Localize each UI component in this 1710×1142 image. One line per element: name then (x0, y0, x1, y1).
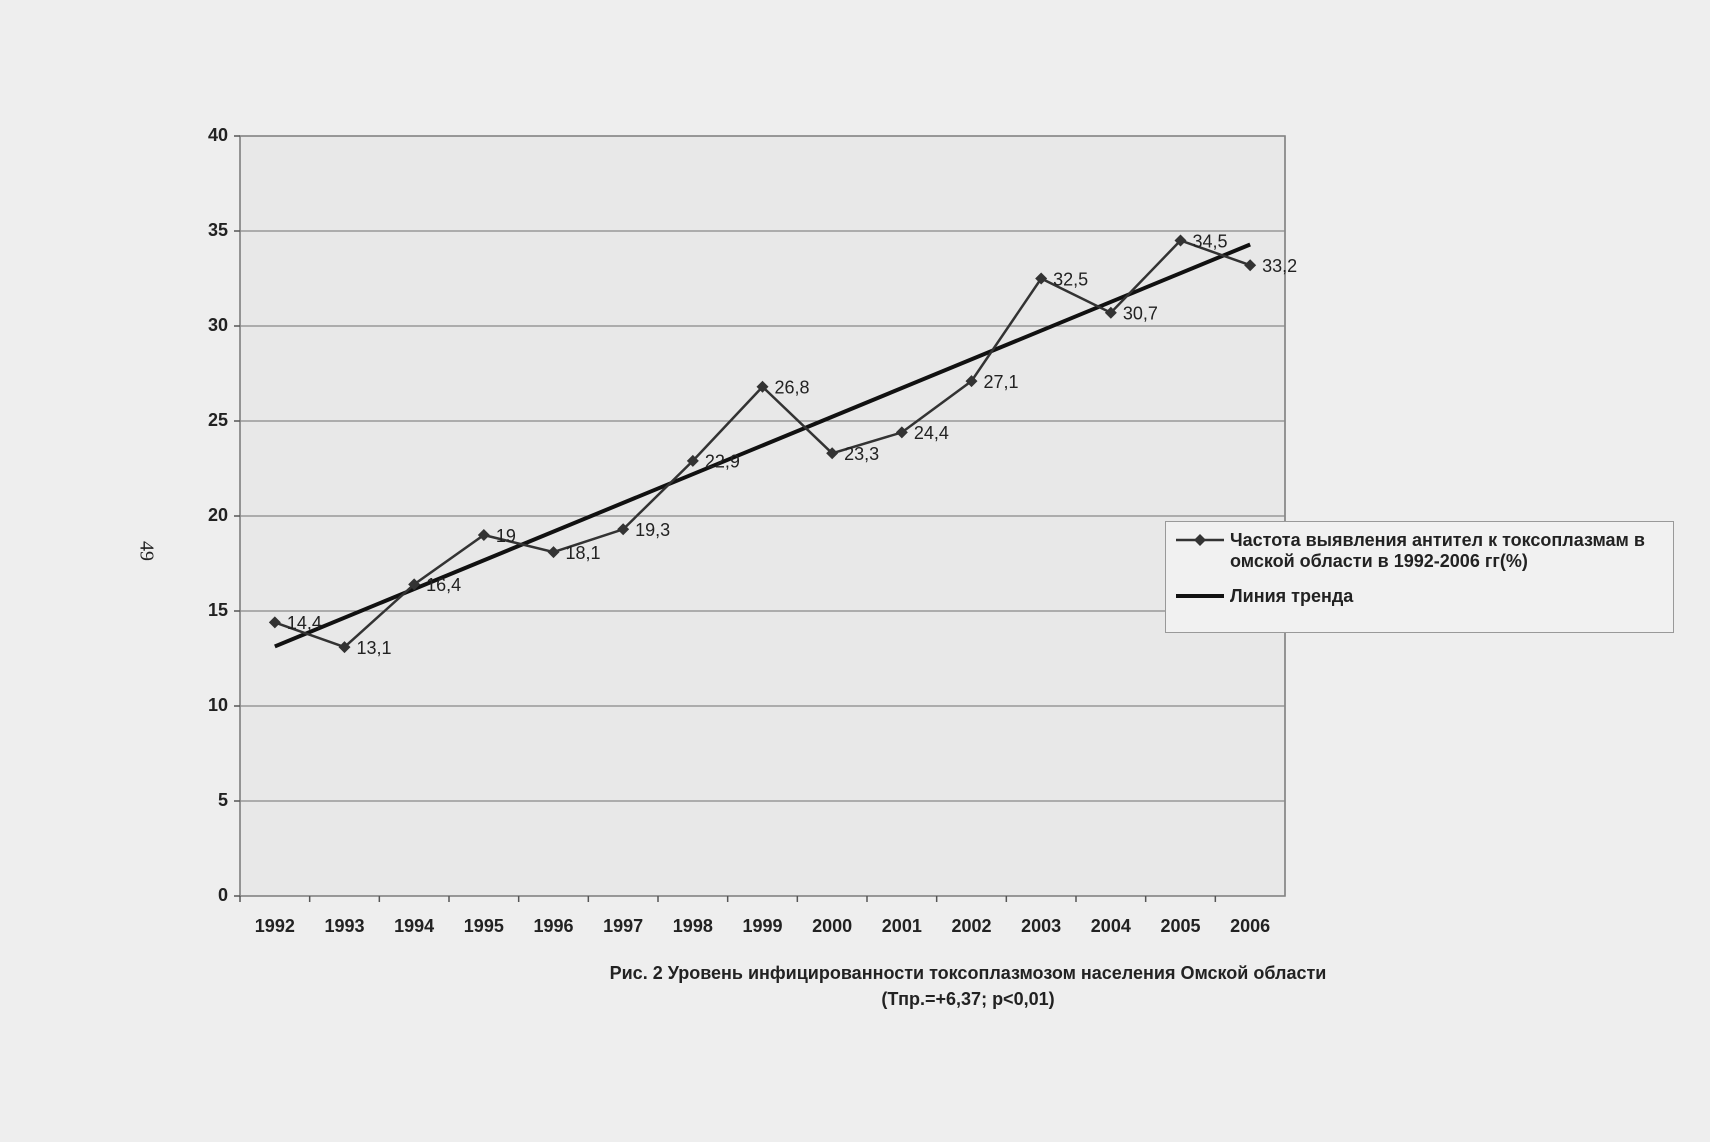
x-tick-label: 1994 (394, 916, 434, 936)
y-tick-label: 10 (208, 695, 228, 715)
data-label: 30,7 (1123, 303, 1158, 323)
x-tick-label: 1992 (255, 916, 295, 936)
y-tick-label: 5 (218, 790, 228, 810)
data-label: 14,4 (287, 613, 322, 633)
legend-entry: Линия тренда (1176, 586, 1353, 607)
data-label: 19,3 (635, 520, 670, 540)
y-tick-label: 30 (208, 315, 228, 335)
legend-symbol (1176, 534, 1224, 546)
marker (338, 641, 351, 654)
marker (895, 426, 908, 439)
marker (686, 454, 699, 467)
data-label: 33,2 (1262, 256, 1297, 276)
x-tick-label: 2001 (882, 916, 922, 936)
data-label: 26,8 (775, 378, 810, 398)
x-tick-label: 1996 (533, 916, 573, 936)
data-label: 24,4 (914, 423, 949, 443)
caption: Рис. 2 Уровень инфицированности токсопла… (610, 963, 1327, 983)
data-label: 27,1 (984, 372, 1019, 392)
marker (965, 375, 978, 388)
data-label: 16,4 (426, 575, 461, 595)
x-tick-label: 1998 (673, 916, 713, 936)
y-tick-label: 0 (218, 885, 228, 905)
marker (268, 616, 281, 629)
data-label: 32,5 (1053, 269, 1088, 289)
y-tick-label: 40 (208, 125, 228, 145)
data-label: 13,1 (357, 638, 392, 658)
x-tick-label: 2005 (1160, 916, 1200, 936)
page-number: 49 (135, 541, 157, 561)
y-tick-label: 15 (208, 600, 228, 620)
x-tick-label: 2000 (812, 916, 852, 936)
x-tick-label: 2006 (1230, 916, 1270, 936)
y-tick-label: 20 (208, 505, 228, 525)
caption: (Тпр.=+6,37; p<0,01) (881, 989, 1054, 1009)
legend: Частота выявления антител к токсоплазмам… (1165, 521, 1674, 633)
marker (617, 523, 630, 536)
marker (547, 546, 560, 559)
x-tick-label: 1999 (742, 916, 782, 936)
x-tick-label: 1995 (464, 916, 504, 936)
trend-line (274, 242, 1251, 649)
legend-label: Линия тренда (1230, 586, 1354, 606)
y-tick-label: 25 (208, 410, 228, 430)
y-tick-label: 35 (208, 220, 228, 240)
legend-label: Частота выявления антител к токсоплазмам… (1230, 530, 1645, 571)
legend-symbol (1176, 594, 1224, 598)
data-label: 22,9 (705, 452, 740, 472)
data-label: 18,1 (566, 543, 601, 563)
marker (477, 529, 490, 541)
legend-entry: Частота выявления антител к токсоплазмам… (1176, 530, 1666, 572)
marker (1174, 234, 1187, 247)
marker (1244, 259, 1257, 272)
data-label: 34,5 (1193, 231, 1228, 251)
x-tick-label: 1993 (324, 916, 364, 936)
marker (756, 380, 769, 393)
data-label: 19 (496, 526, 516, 546)
x-tick-label: 1997 (603, 916, 643, 936)
marker (1104, 306, 1117, 319)
data-label: 23,3 (844, 444, 879, 464)
marker (408, 578, 421, 591)
x-tick-label: 2004 (1091, 916, 1131, 936)
x-tick-label: 2002 (951, 916, 991, 936)
x-tick-label: 2003 (1021, 916, 1061, 936)
marker (1035, 272, 1048, 285)
marker (826, 447, 839, 460)
